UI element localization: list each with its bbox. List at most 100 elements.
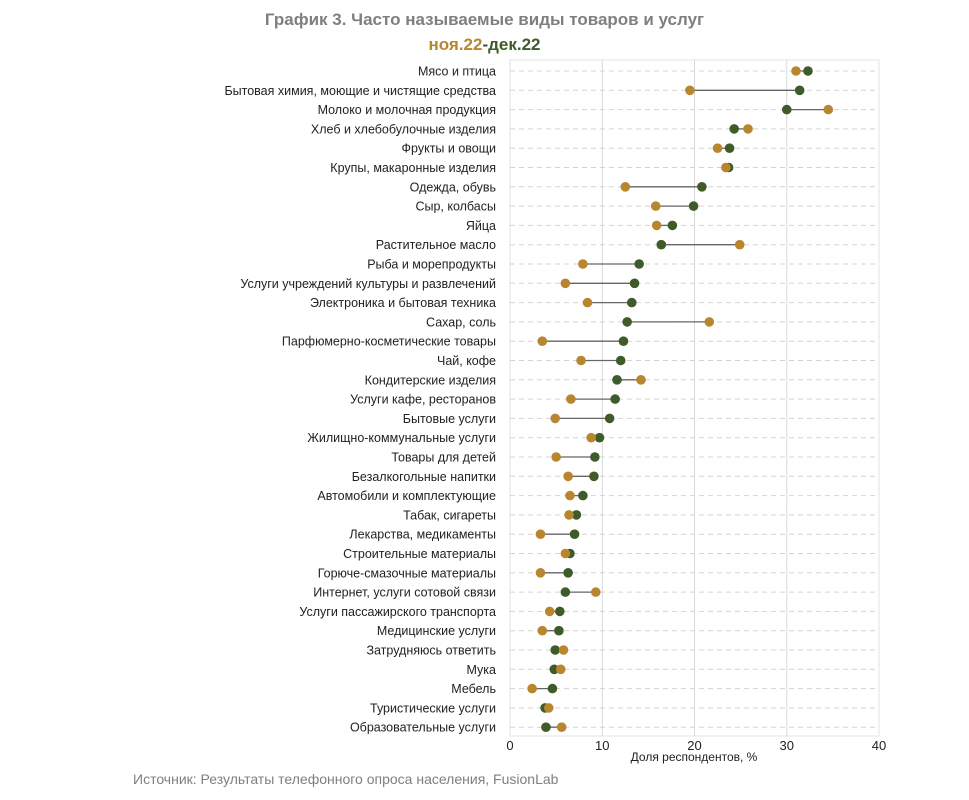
x-tick-label: 0 — [506, 738, 513, 753]
legend-series-nov: ноя.22 — [428, 35, 483, 54]
category-label: Строительные материалы — [343, 547, 496, 561]
x-tick-label: 20 — [687, 738, 701, 753]
category-label: Автомобили и комплектующие — [317, 489, 496, 503]
dot-nov — [823, 104, 834, 115]
dot-dec — [667, 220, 678, 231]
dot-nov — [563, 471, 573, 482]
dot-dec — [781, 104, 792, 115]
dot-dec — [604, 413, 615, 424]
dot-nov — [527, 683, 537, 694]
category-label: Горюче-смазочные материалы — [318, 566, 496, 580]
dot-dec — [629, 278, 640, 289]
dot-nov — [636, 375, 646, 385]
category-label: Услуги пассажирского транспорта — [299, 605, 496, 619]
category-label: Кондитерские изделия — [365, 373, 496, 387]
category-label: Сыр, колбасы — [415, 200, 496, 214]
legend-series-dec: дек.22 — [488, 35, 541, 54]
dot-dec — [618, 336, 629, 347]
dot-nov — [560, 548, 571, 559]
dot-dec — [555, 606, 565, 617]
category-label: Одежда, обувь — [410, 180, 496, 194]
dot-dec — [590, 452, 600, 462]
dot-nov — [564, 510, 574, 520]
dot-nov — [543, 703, 554, 713]
category-label: Туристические услуги — [370, 701, 496, 715]
dot-dec — [615, 355, 626, 366]
dot-dec — [554, 625, 564, 636]
dot-nov — [578, 259, 588, 269]
category-label: Затрудняюсь ответить — [366, 644, 496, 658]
dot-dec — [688, 201, 699, 211]
category-label: Парфюмерно-косметические товары — [282, 335, 496, 349]
dot-nov — [535, 529, 546, 539]
category-label: Мука — [467, 663, 497, 677]
dot-nov — [566, 394, 576, 404]
category-label: Рыба и морепродукты — [367, 258, 496, 272]
dot-dec — [571, 510, 582, 520]
category-label: Крупы, макаронные изделия — [330, 161, 496, 175]
category-label: Бытовая химия, моющие и чистящие средств… — [224, 84, 496, 98]
category-label: Сахар, соль — [426, 315, 496, 329]
dot-dec — [794, 85, 805, 96]
dot-dec — [610, 394, 620, 404]
category-label: Услуги кафе, ресторанов — [350, 393, 496, 407]
dot-dec — [656, 239, 667, 250]
category-label: Образовательные услуги — [350, 721, 496, 735]
dot-dec — [729, 124, 739, 134]
source-note: Источник: Результаты телефонного опроса … — [133, 771, 559, 787]
category-label: Электроника и бытовая техника — [310, 296, 496, 310]
dot-nov — [650, 201, 661, 211]
category-label: Безалкогольные напитки — [352, 470, 496, 484]
category-label: Хлеб и хлебобулочные изделия — [311, 122, 496, 136]
category-label: Чай, кофе — [437, 354, 496, 368]
dot-dec — [612, 375, 622, 385]
chart-subtitle: ноя.22-дек.22 — [0, 35, 969, 55]
x-tick-label: 10 — [595, 738, 609, 753]
category-label: Растительное масло — [376, 238, 496, 252]
dot-dec — [547, 683, 558, 694]
dot-dec — [622, 317, 632, 327]
category-label: Мясо и птица — [418, 65, 496, 79]
dot-nov — [586, 432, 596, 443]
dot-nov — [721, 162, 731, 173]
dot-nov — [550, 413, 561, 424]
category-label: Услуги учреждений культуры и развлечений — [240, 277, 496, 291]
dot-nov — [560, 278, 571, 289]
dot-nov — [791, 66, 801, 76]
dot-dec — [563, 568, 573, 578]
chart-title: График 3. Часто называемые виды товаров … — [264, 10, 705, 29]
dot-dec — [550, 645, 561, 655]
category-label: Жилищно-коммунальные услуги — [307, 431, 496, 445]
dot-nov — [704, 317, 715, 327]
dot-nov — [590, 587, 601, 597]
dot-nov — [551, 452, 561, 462]
x-tick-label: 30 — [780, 738, 794, 753]
dot-nov — [544, 606, 555, 617]
dumbbell-chart: 0 10 20 30 40 Мясо и птица Бытовая химия, мою… — [224, 59, 886, 764]
category-label: Яйца — [466, 219, 496, 233]
dot-nov — [565, 490, 575, 501]
dot-dec — [803, 66, 813, 76]
category-label: Мебель — [451, 682, 496, 696]
category-label: Бытовые услуги — [403, 412, 496, 426]
legend-separator: - — [482, 35, 489, 54]
dot-nov — [685, 85, 695, 96]
dot-dec — [569, 529, 580, 539]
category-label: Лекарства, медикаменты — [349, 528, 496, 542]
dot-dec — [626, 297, 637, 308]
dot-dec — [541, 722, 551, 732]
dot-nov — [743, 124, 753, 134]
dot-nov — [556, 722, 567, 732]
category-label: Интернет, услуги сотовой связи — [313, 586, 496, 600]
dot-nov — [734, 239, 745, 250]
dot-nov — [555, 664, 566, 675]
dot-nov — [712, 143, 723, 153]
category-label: Медицинские услуги — [377, 624, 496, 638]
dot-dec — [560, 587, 571, 597]
dot-nov — [558, 645, 569, 655]
dot-dec — [697, 182, 707, 192]
dot-nov — [620, 182, 631, 192]
dot-nov — [651, 220, 662, 231]
category-label: Молоко и молочная продукция — [318, 103, 496, 117]
dot-nov — [537, 336, 548, 347]
